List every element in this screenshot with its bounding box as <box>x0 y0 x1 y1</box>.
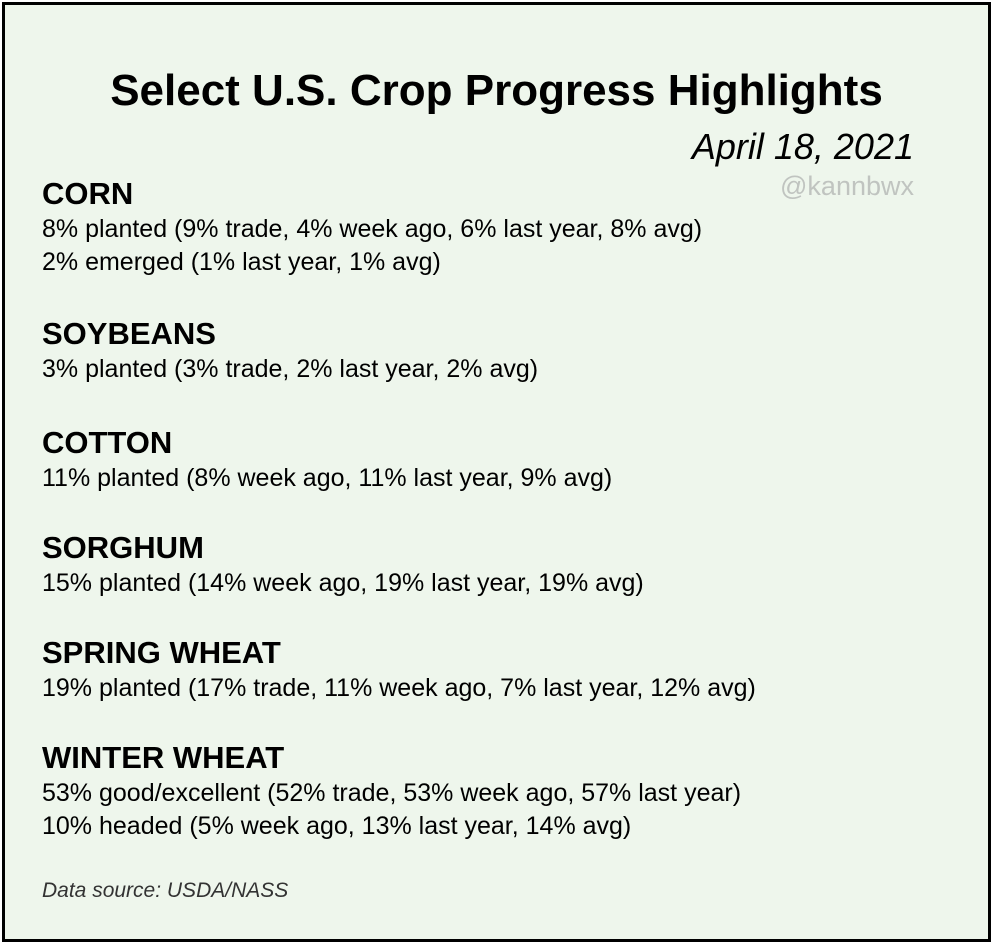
section-corn: CORN 8% planted (9% trade, 4% week ago, … <box>42 175 702 279</box>
section-spring-wheat: SPRING WHEAT 19% planted (17% trade, 11%… <box>42 634 756 705</box>
report-date: April 18, 2021 <box>691 126 914 167</box>
section-line: 15% planted (14% week ago, 19% last year… <box>42 569 644 597</box>
section-line: 19% planted (17% trade, 11% week ago, 7%… <box>42 674 756 702</box>
section-line: 2% emerged (1% last year, 1% avg) <box>42 248 441 276</box>
section-heading: COTTON <box>42 425 173 460</box>
section-sorghum: SORGHUM 15% planted (14% week ago, 19% l… <box>42 529 644 600</box>
section-heading: CORN <box>42 176 134 211</box>
section-cotton: COTTON 11% planted (8% week ago, 11% las… <box>42 424 612 495</box>
author-handle: @kannbwx <box>780 171 914 201</box>
section-line: 8% planted (9% trade, 4% week ago, 6% la… <box>42 215 703 243</box>
section-soybeans: SOYBEANS 3% planted (3% trade, 2% last y… <box>42 315 538 386</box>
section-heading: SPRING WHEAT <box>42 635 281 670</box>
data-source-note: Data source: USDA/NASS <box>42 879 289 902</box>
page-title: Select U.S. Crop Progress Highlights <box>110 66 883 115</box>
section-line: 10% headed (5% week ago, 13% last year, … <box>42 812 632 840</box>
section-line: 11% planted (8% week ago, 11% last year,… <box>42 464 613 492</box>
section-heading: SORGHUM <box>42 530 204 565</box>
section-heading: WINTER WHEAT <box>42 740 285 775</box>
section-line: 3% planted (3% trade, 2% last year, 2% a… <box>42 355 539 383</box>
section-winter-wheat: WINTER WHEAT 53% good/excellent (52% tra… <box>42 739 741 843</box>
section-line: 53% good/excellent (52% trade, 53% week … <box>42 779 742 807</box>
section-heading: SOYBEANS <box>42 316 216 351</box>
